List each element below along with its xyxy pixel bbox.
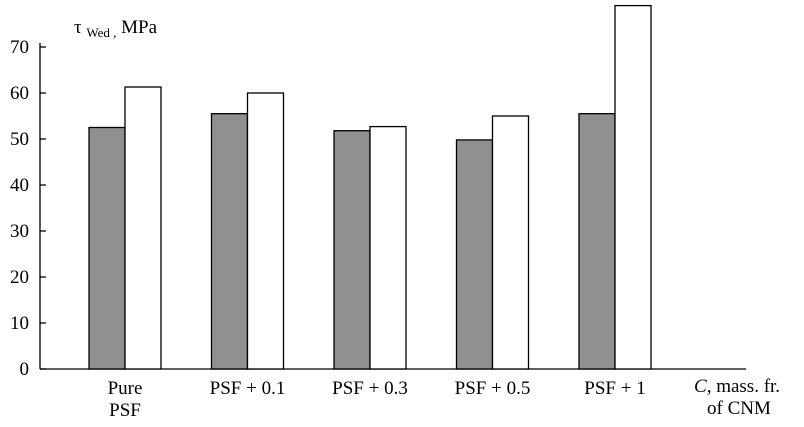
x-tick-label: PSF bbox=[109, 400, 141, 421]
x-tick-label: PSF + 0.5 bbox=[455, 378, 531, 399]
bar bbox=[210, 113, 249, 370]
y-tick-label: 20 bbox=[10, 267, 29, 288]
bar bbox=[333, 130, 371, 370]
bars bbox=[88, 4, 652, 370]
bar bbox=[88, 126, 126, 370]
bar bbox=[614, 4, 652, 370]
x-tick-label: Pure bbox=[108, 378, 143, 399]
y-tick-label: 50 bbox=[10, 129, 29, 150]
x-axis-title: C, mass. fr. bbox=[694, 376, 780, 397]
bar bbox=[578, 113, 616, 370]
x-tick-label: PSF + 0.3 bbox=[332, 378, 408, 399]
y-tick-label: 0 bbox=[20, 359, 30, 380]
bar bbox=[124, 86, 162, 370]
bar bbox=[455, 139, 494, 370]
y-tick-label: 10 bbox=[10, 313, 29, 334]
x-tick-label: PSF + 1 bbox=[584, 378, 645, 399]
bar bbox=[369, 125, 407, 370]
x-tick-label: PSF + 0.1 bbox=[210, 378, 286, 399]
y-tick-label: 30 bbox=[10, 221, 29, 242]
y-tick-label: 70 bbox=[10, 37, 29, 58]
x-axis-title-line2: of CNM bbox=[707, 398, 771, 419]
y-tick-label: 60 bbox=[10, 83, 29, 104]
y-tick-label: 40 bbox=[10, 175, 29, 196]
y-axis-title: τ Wed , MPa bbox=[74, 17, 158, 40]
bar bbox=[246, 92, 285, 370]
bar bbox=[491, 115, 530, 370]
